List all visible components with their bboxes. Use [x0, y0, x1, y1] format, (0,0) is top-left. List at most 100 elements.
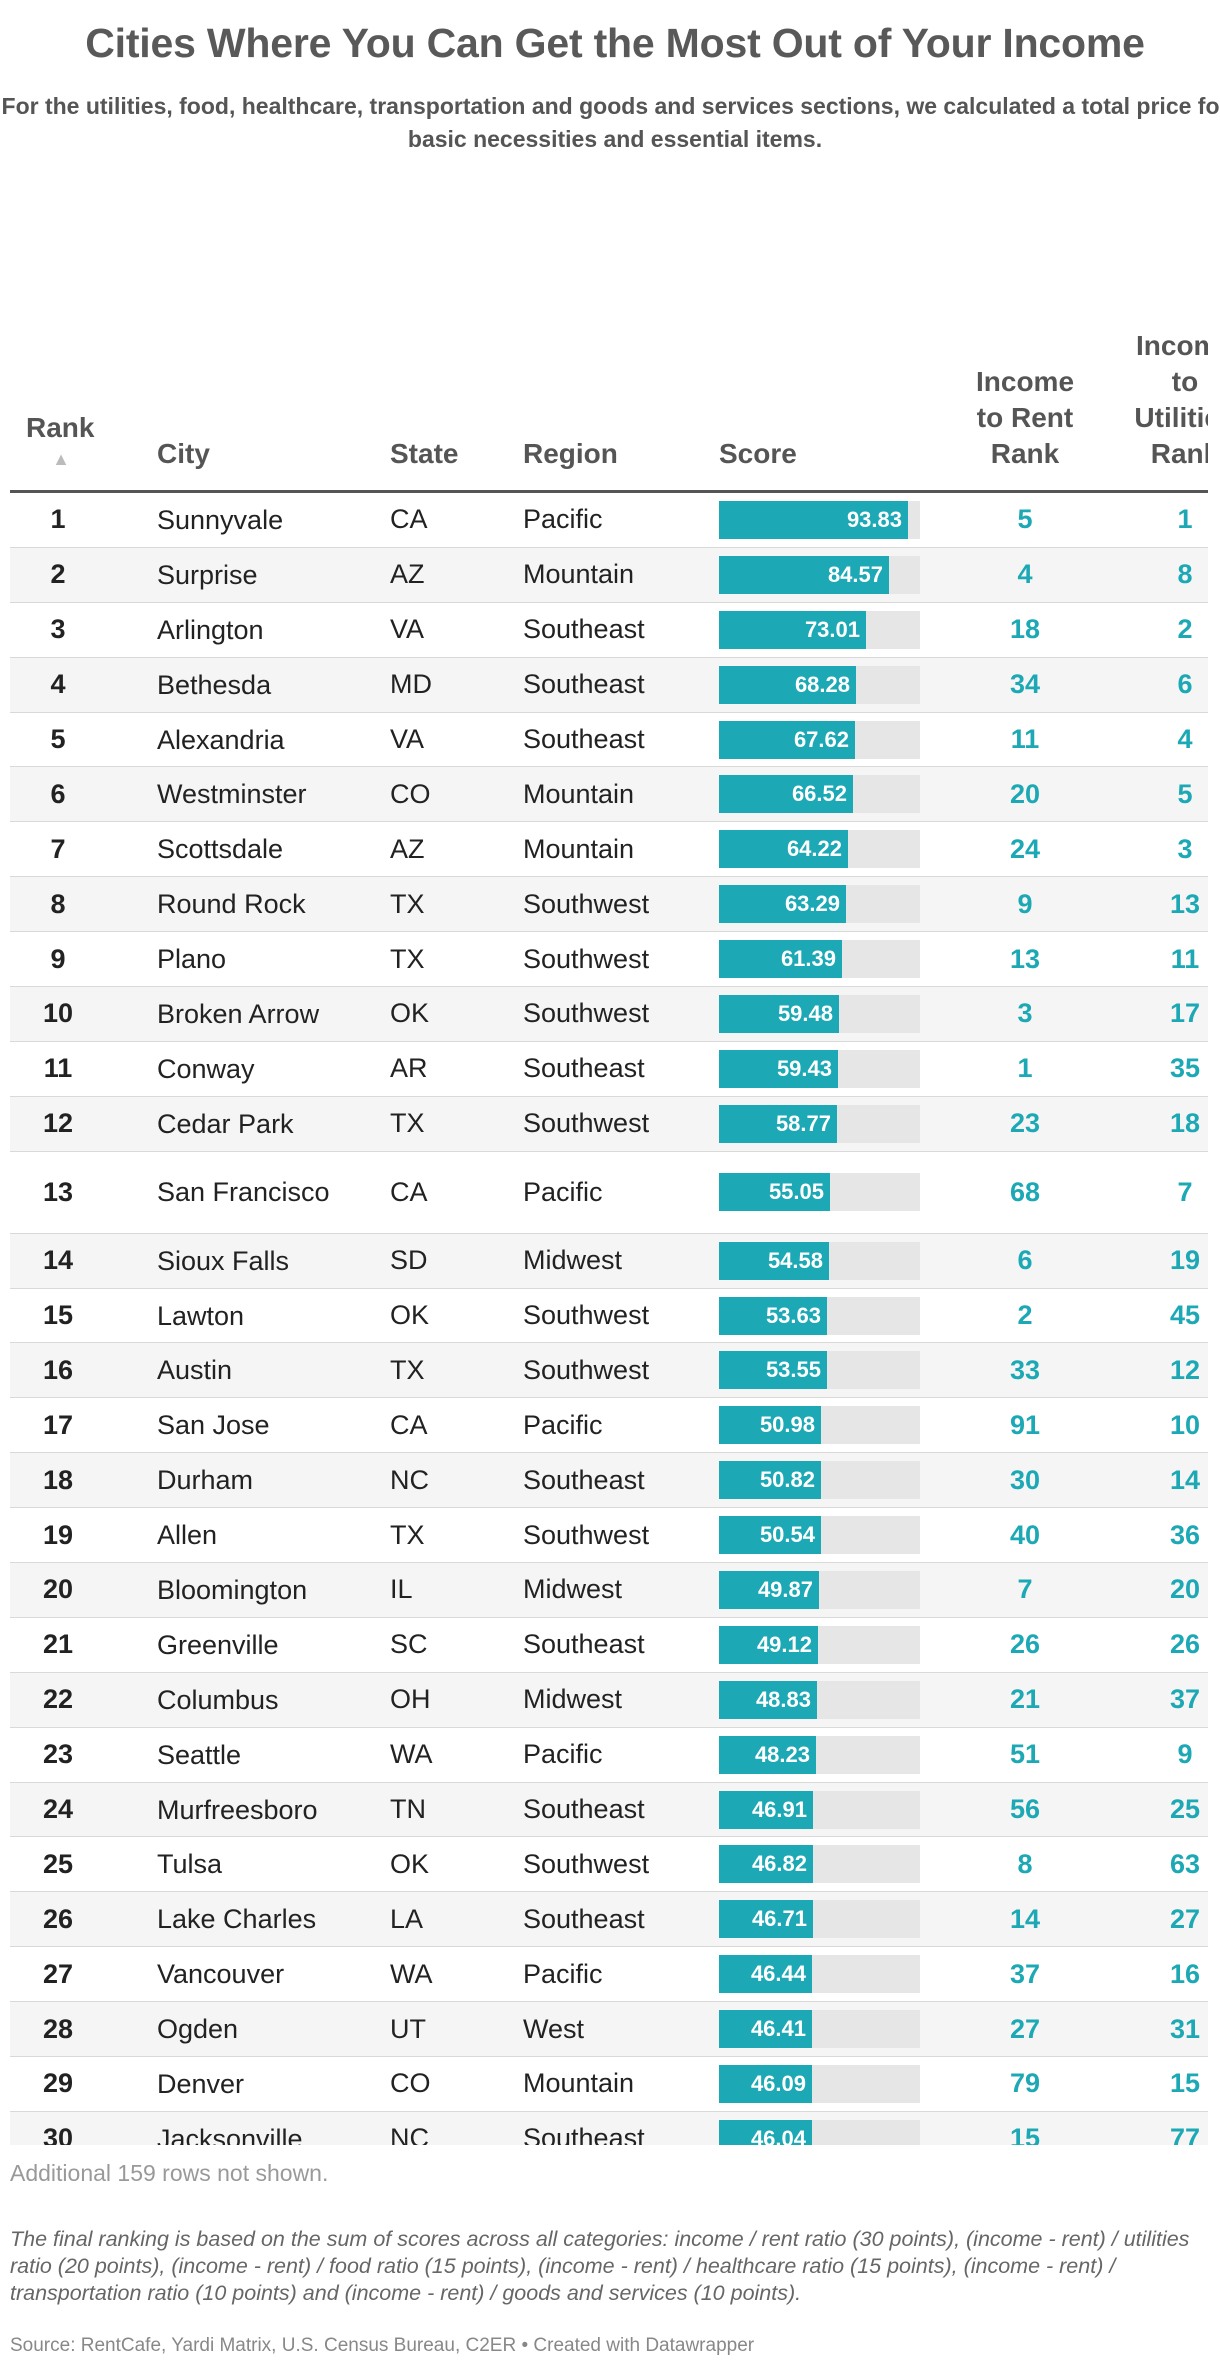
column-header-rank[interactable]: Rank ▲ [26, 410, 106, 472]
income-to-utilities-rank-cell: 13 [1169, 888, 1201, 919]
score-bar-track: 53.63 [719, 1296, 920, 1335]
score-bar [719, 1570, 819, 1609]
column-header-city[interactable]: City [157, 438, 210, 469]
state-cell: TX [390, 1354, 425, 1385]
region-cell: Midwest [523, 1245, 623, 1276]
score-bar-track: 49.12 [719, 1625, 920, 1664]
city-cell: Columbus [157, 1684, 279, 1715]
region-cell: Southwest [523, 1108, 650, 1139]
income-to-rent-rank-cell: 18 [1009, 614, 1041, 645]
score-bar [719, 2010, 812, 2049]
rank-cell: 15 [42, 1300, 74, 1331]
score-bar [719, 665, 856, 704]
score-cell: 67.62 [719, 713, 920, 767]
methodology-note: The final ranking is based on the sum of… [10, 2227, 1190, 2305]
income-to-utilities-rank-cell: 5 [1177, 778, 1193, 809]
income-to-rent-rank-cell: 23 [1009, 1108, 1041, 1139]
income-to-utilities-rank-cell: 45 [1169, 1300, 1201, 1331]
score-bar-track: 46.71 [719, 1900, 920, 1939]
column-header-income-to-utilities-rank[interactable]: Income to Utilities Rank [1134, 330, 1208, 469]
state-cell: NC [390, 1464, 429, 1495]
score-bar [719, 1296, 827, 1335]
region-cell: Southwest [523, 888, 650, 919]
score-bar-track: 49.87 [719, 1570, 920, 1609]
score-bar [719, 1735, 816, 1774]
region-cell: Southeast [523, 1053, 645, 1084]
score-cell: 63.29 [719, 877, 920, 931]
score-bar [719, 775, 853, 814]
state-cell: MD [390, 669, 432, 700]
income-to-rent-rank-cell: 8 [1017, 1848, 1033, 1879]
table-row: 6 Westminster CO Mountain 66.52 20 5 [10, 767, 1208, 823]
income-to-utilities-rank-cell: 19 [1169, 1245, 1201, 1276]
score-value-label: 46.44 [750, 1961, 806, 1987]
score-bar-track: 84.57 [719, 555, 920, 594]
state-cell: NC [390, 2123, 429, 2145]
income-to-utilities-rank-cell: 10 [1169, 1409, 1201, 1440]
score-bar-track: 53.55 [719, 1351, 920, 1390]
income-to-utilities-rank-cell: 1 [1177, 504, 1193, 535]
score-bar [719, 2119, 812, 2145]
rank-cell: 20 [42, 1574, 74, 1605]
score-bar [719, 1845, 813, 1884]
region-cell: Southwest [523, 1300, 650, 1331]
city-cell: Ogden [157, 2014, 239, 2045]
score-bar [719, 1351, 827, 1390]
table-row: 3 Arlington VA Southeast 73.01 18 2 [10, 603, 1208, 658]
rank-cell: 18 [42, 1464, 74, 1495]
score-cell: 46.41 [719, 2002, 920, 2056]
score-cell: 46.71 [719, 1892, 920, 1946]
table-row: 12 Cedar Park TX Southwest 58.77 23 18 [10, 1096, 1208, 1152]
column-header-region[interactable]: Region [523, 438, 618, 469]
score-value-label: 61.39 [780, 946, 836, 972]
rank-cell: 2 [50, 559, 66, 590]
score-bar [719, 830, 848, 869]
score-bar-track: 48.83 [719, 1680, 920, 1719]
score-value-label: 58.77 [775, 1110, 831, 1136]
column-header-state[interactable]: State [390, 438, 459, 469]
income-to-rent-rank-cell: 37 [1009, 1958, 1041, 1989]
score-bar [719, 994, 839, 1033]
rank-cell: 13 [42, 1176, 74, 1207]
sort-ascending-icon[interactable]: ▲ [52, 449, 70, 469]
income-to-utilities-rank-cell: 11 [1170, 943, 1200, 974]
income-to-rent-rank-cell: 11 [1010, 724, 1040, 754]
score-value-label: 53.63 [765, 1302, 821, 1328]
rank-cell: 26 [42, 1903, 74, 1934]
table-row: 28 Ogden UT West 46.41 27 31 [10, 2002, 1208, 2058]
column-header-score[interactable]: Score [719, 438, 797, 469]
score-cell: 49.87 [719, 1563, 920, 1617]
region-cell: Southwest [523, 1848, 650, 1879]
score-cell: 46.82 [719, 1837, 920, 1891]
score-value-label: 66.52 [791, 781, 847, 807]
city-cell: Sunnyvale [157, 504, 284, 535]
rank-cell: 30 [42, 2123, 74, 2145]
table-row: 13 San Francisco CA Pacific 55.05 68 7 [10, 1152, 1208, 1234]
region-cell: Southwest [523, 1354, 650, 1385]
income-to-utilities-rank-cell: 77 [1169, 2123, 1201, 2145]
rank-cell: 4 [50, 669, 66, 700]
chart-title: Cities Where You Can Get the Most Out of… [85, 20, 1145, 66]
score-bar-track: 67.62 [719, 720, 920, 759]
state-cell: CA [390, 1176, 428, 1207]
income-to-utilities-rank-cell: 37 [1169, 1684, 1201, 1715]
table-row: 15 Lawton OK Southwest 53.63 2 45 [10, 1289, 1208, 1344]
table-row: 20 Bloomington IL Midwest 49.87 7 20 [10, 1563, 1208, 1618]
column-header-income-to-rent-rank[interactable]: Income to Rent Rank [975, 366, 1075, 469]
score-value-label: 50.54 [759, 1522, 815, 1548]
score-value-label: 46.71 [751, 1906, 807, 1932]
region-cell: Midwest [523, 1684, 623, 1715]
table-row: 22 Columbus OH Midwest 48.83 21 37 [10, 1672, 1208, 1728]
score-bar [719, 555, 889, 594]
score-bar [719, 1790, 813, 1829]
score-cell: 50.54 [719, 1508, 920, 1562]
income-to-rent-rank-cell: 3 [1017, 998, 1033, 1029]
score-cell: 50.82 [719, 1453, 920, 1507]
score-value-label: 63.29 [784, 891, 840, 917]
rank-cell: 1 [50, 504, 66, 535]
table-row: 29 Denver CO Mountain 46.09 79 15 [10, 2057, 1208, 2112]
state-cell: AR [390, 1053, 428, 1084]
state-cell: TX [390, 888, 425, 919]
table-row: 5 Alexandria VA Southeast 67.62 11 4 [10, 713, 1208, 768]
